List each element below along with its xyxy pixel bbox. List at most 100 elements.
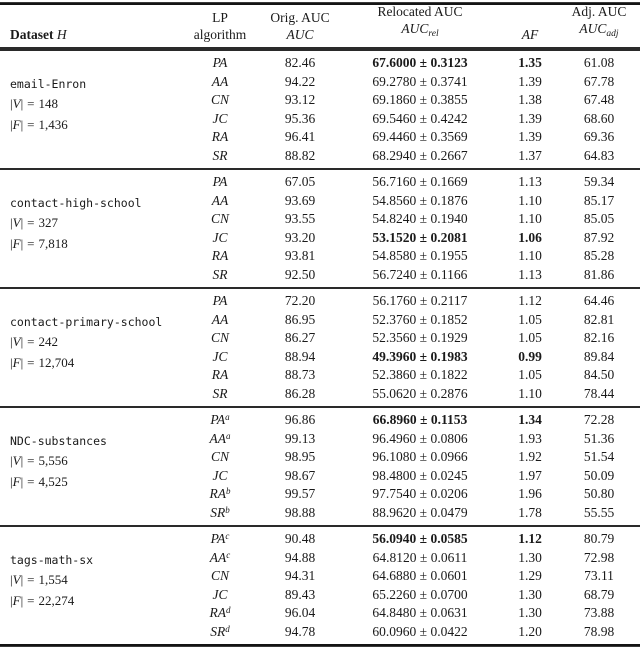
algorithm-cell: RA — [211, 367, 229, 383]
orig-auc-cell: 90.48 — [284, 531, 316, 547]
orig-auc-cell: 88.73 — [284, 367, 316, 383]
dataset-block: tags-math-sx |V| = 1,554 |F| = 22,274 PAc 90… — [0, 527, 640, 644]
orig-auc-header-line2: AUC — [286, 27, 314, 42]
af-header-label: AF — [521, 27, 539, 42]
orig-auc-cell: 93.20 — [284, 229, 316, 245]
adj-auc-cell: 61.08 — [583, 55, 615, 71]
column-header-lp-algorithm: LP algorithm — [178, 5, 262, 43]
af-cell: 1.10 — [518, 192, 542, 208]
algorithm-cell: AA — [211, 311, 229, 327]
orig-auc-cell: 86.28 — [284, 385, 316, 401]
orig-auc-header-line1: Orig. AUC — [270, 10, 330, 25]
af-cell: 1.97 — [518, 467, 542, 483]
algorithm-cell: JC — [212, 229, 228, 245]
column-header-af: AF — [502, 5, 558, 43]
adj-auc-cell: 85.05 — [583, 211, 615, 227]
relocated-auc-cell: 55.0620 ± 0.2876 — [372, 385, 468, 401]
block-separator-rule — [0, 525, 640, 527]
algorithm-superscript: c — [226, 549, 231, 560]
adj-auc-cell: 73.11 — [584, 568, 614, 584]
af-cell: 1.05 — [518, 367, 542, 383]
dataset-rows: PA 72.20 56.1760 ± 0.2117 1.12 64.46 AA … — [178, 289, 640, 406]
relocated-auc-header-sub: rel — [428, 29, 439, 39]
dataset-num-vertices: |V| = 242 — [10, 334, 59, 349]
af-cell: 1.30 — [518, 605, 542, 621]
adj-auc-header-line1: Adj. AUC — [571, 4, 627, 19]
adj-auc-cell: 84.50 — [583, 367, 615, 383]
adj-auc-header-sub: adj — [606, 29, 619, 39]
algorithm-cell: AAc — [209, 549, 231, 565]
table-row: CN 94.31 64.6880 ± 0.0601 1.29 73.11 — [178, 567, 640, 586]
relocated-auc-cell: 52.3560 ± 0.1929 — [372, 330, 468, 346]
algorithm-cell: CN — [210, 568, 229, 584]
dataset-name: contact-primary-school — [10, 315, 163, 329]
orig-auc-cell: 94.31 — [284, 568, 316, 584]
table-row: AA 93.69 54.8560 ± 0.1876 1.10 85.17 — [178, 192, 640, 211]
dataset-name: email-Enron — [10, 77, 87, 91]
af-cell: 1.93 — [518, 430, 542, 446]
table-row: SR 86.28 55.0620 ± 0.2876 1.10 78.44 — [178, 385, 640, 404]
table-row: SR 88.82 68.2940 ± 0.2667 1.37 64.83 — [178, 147, 640, 166]
dataset-rows: PAa 96.86 66.8960 ± 0.1153 1.34 72.28 AA… — [178, 408, 640, 525]
orig-auc-cell: 99.57 — [284, 486, 316, 502]
relocated-auc-cell: 56.1760 ± 0.2117 — [372, 293, 468, 309]
top-rule — [0, 2, 640, 5]
af-cell: 1.13 — [518, 174, 542, 190]
relocated-auc-header-line1: Relocated AUC — [377, 4, 463, 19]
orig-auc-cell: 92.50 — [284, 266, 316, 282]
algorithm-cell: JC — [212, 110, 228, 126]
table-row: RA 88.73 52.3860 ± 0.1822 1.05 84.50 — [178, 366, 640, 385]
algorithm-cell: SRb — [210, 504, 230, 520]
adj-auc-header-var: AUC — [579, 21, 607, 36]
relocated-auc-cell: 96.1080 ± 0.0966 — [372, 449, 468, 465]
algorithm-cell: CN — [210, 330, 229, 346]
algorithm-cell: CN — [210, 92, 229, 108]
dataset-num-edges: |F| = 12,704 — [10, 355, 75, 370]
algorithm-cell: AA — [211, 73, 229, 89]
dataset-block: contact-primary-school |V| = 242 |F| = 12,70… — [0, 289, 640, 406]
algorithm-cell: SR — [212, 385, 228, 401]
af-cell: 1.37 — [518, 147, 542, 163]
adj-auc-cell: 69.36 — [583, 129, 615, 145]
relocated-auc-cell: 64.8120 ± 0.0611 — [372, 549, 468, 565]
algorithm-cell: RA — [211, 248, 229, 264]
table-row: JC 98.67 98.4800 ± 0.0245 1.97 50.09 — [178, 467, 640, 486]
adj-auc-cell: 72.98 — [583, 549, 615, 565]
table-row: RA 93.81 54.8580 ± 0.1955 1.10 85.28 — [178, 247, 640, 266]
af-cell: 1.35 — [518, 55, 542, 71]
algorithm-cell: PAa — [210, 412, 230, 428]
algorithm-cell: SRd — [210, 623, 230, 639]
af-cell: 1.29 — [518, 568, 542, 584]
table-row: AA 86.95 52.3760 ± 0.1852 1.05 82.81 — [178, 311, 640, 330]
adj-auc-cell: 50.80 — [583, 486, 615, 502]
adj-auc-cell: 55.55 — [583, 504, 615, 520]
relocated-auc-cell: 97.7540 ± 0.0206 — [372, 486, 468, 502]
af-cell: 1.05 — [518, 330, 542, 346]
table-row: AA 94.22 69.2780 ± 0.3741 1.39 67.78 — [178, 73, 640, 92]
block-separator-rule — [0, 406, 640, 408]
relocated-auc-cell: 65.2260 ± 0.0700 — [372, 586, 468, 602]
af-cell: 1.96 — [518, 486, 542, 502]
af-cell: 1.78 — [518, 504, 542, 520]
table-row: SRd 94.78 60.0960 ± 0.0422 1.20 78.98 — [178, 623, 640, 642]
relocated-auc-cell: 88.9620 ± 0.0479 — [372, 504, 468, 520]
orig-auc-cell: 67.05 — [284, 174, 316, 190]
adj-auc-cell: 67.78 — [583, 73, 615, 89]
relocated-auc-cell: 68.2940 ± 0.2667 — [372, 147, 468, 163]
orig-auc-cell: 96.04 — [284, 605, 316, 621]
dataset-name: tags-math-sx — [10, 553, 94, 567]
dataset-header-var: H — [56, 27, 67, 42]
algorithm-cell: RAb — [209, 486, 231, 502]
adj-auc-cell: 81.86 — [583, 266, 615, 282]
adj-auc-cell: 64.46 — [583, 293, 615, 309]
af-cell: 1.12 — [518, 531, 542, 547]
af-cell: 1.30 — [518, 549, 542, 565]
dataset-name: contact-high-school — [10, 196, 142, 210]
algorithm-cell: RA — [211, 129, 229, 145]
orig-auc-cell: 99.13 — [284, 430, 316, 446]
block-separator-rule — [0, 168, 640, 170]
relocated-auc-cell: 60.0960 ± 0.0422 — [372, 623, 468, 639]
orig-auc-cell: 96.86 — [284, 412, 316, 428]
af-cell: 1.10 — [518, 248, 542, 264]
